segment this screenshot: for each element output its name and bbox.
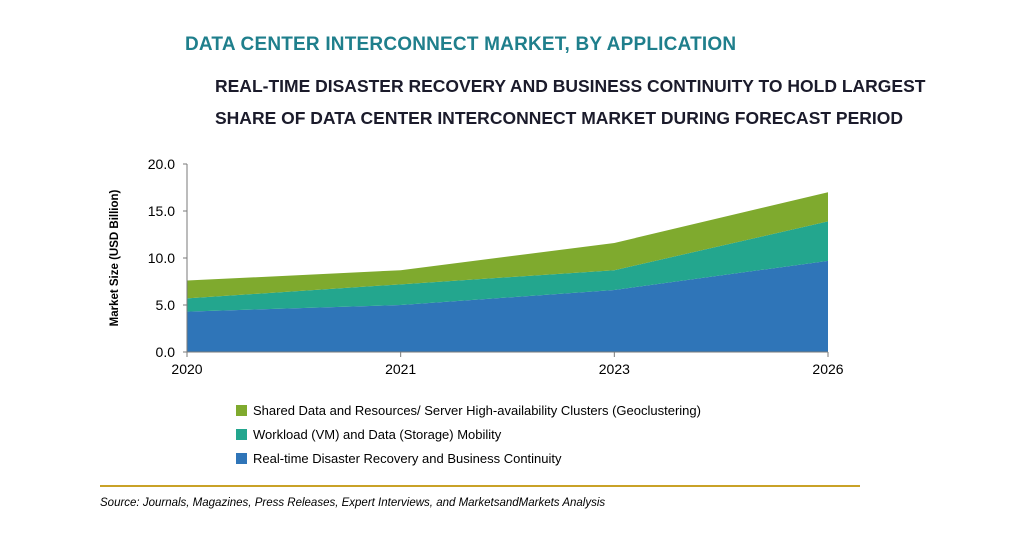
chart-title: DATA CENTER INTERCONNECT MARKET, BY APPL… [185,34,737,55]
legend-label: Shared Data and Resources/ Server High-a… [253,402,701,418]
x-tick-label: 2020 [171,361,202,377]
chart-subtitle-line-1: REAL-TIME DISASTER RECOVERY AND BUSINESS… [215,76,926,96]
legend-item: Workload (VM) and Data (Storage) Mobilit… [236,422,701,446]
y-tick-label: 15.0 [148,203,175,219]
chart-subtitle-line-2: SHARE OF DATA CENTER INTERCONNECT MARKET… [215,108,904,128]
legend-swatch [236,452,247,464]
x-tick-label: 2021 [385,361,416,377]
area-chart: 0.0 5.0 10.0 15.0 20.0 2020 2021 2023 2026 Market… [109,156,844,377]
legend-swatch [236,404,247,416]
y-tick-label: 20.0 [148,156,175,172]
legend-item: Real-time Disaster Recovery and Business… [236,446,701,470]
legend-label: Workload (VM) and Data (Storage) Mobilit… [253,426,502,442]
area-series-1 [187,260,828,352]
y-tick-label: 10.0 [148,250,175,266]
chart-legend: Shared Data and Resources/ Server High-a… [236,398,701,470]
area-series-3 [187,192,828,299]
source-divider [100,485,860,487]
legend-swatch [236,428,247,440]
y-tick-label: 0.0 [156,344,176,360]
y-tick-label: 5.0 [156,297,176,313]
y-axis-label: Market Size (USD Billion) [109,189,121,326]
x-tick-label: 2023 [599,361,630,377]
legend-item: Shared Data and Resources/ Server High-a… [236,398,701,422]
legend-label: Real-time Disaster Recovery and Business… [253,450,562,466]
source-note: Source: Journals, Magazines, Press Relea… [100,497,606,509]
x-tick-label: 2026 [812,361,843,377]
area-series-2 [187,221,828,312]
